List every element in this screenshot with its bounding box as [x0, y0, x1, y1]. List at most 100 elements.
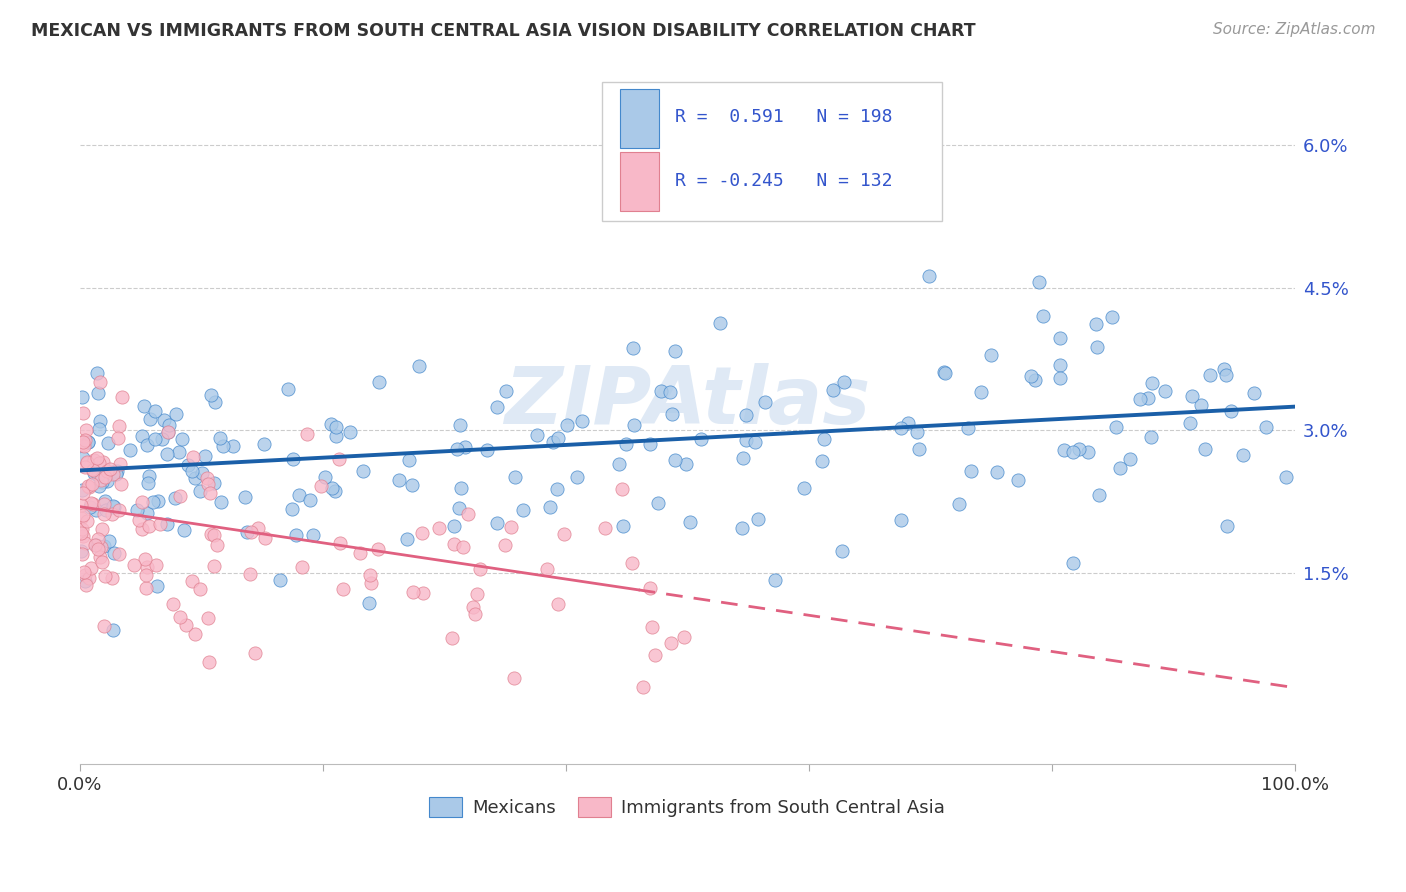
Point: [69, 543, 91, 558]
Point: [284, 527, 307, 541]
Point: [72, 451, 94, 466]
Point: [162, 598, 184, 612]
Point: [536, 562, 558, 576]
Point: [1105, 419, 1128, 434]
Point: [80, 561, 103, 575]
Point: [143, 432, 166, 446]
Point: [302, 528, 325, 542]
Point: [98, 534, 121, 549]
Point: [173, 524, 195, 538]
Point: [495, 384, 517, 399]
Point: [1062, 556, 1084, 570]
Point: [494, 538, 516, 552]
Point: [90, 540, 112, 554]
Point: [449, 417, 471, 432]
Point: [91, 555, 114, 569]
Point: [76, 454, 98, 468]
Point: [77, 480, 100, 494]
Point: [932, 365, 955, 379]
Point: [73, 536, 96, 550]
Point: [690, 433, 713, 447]
Point: [446, 442, 468, 456]
Point: [959, 464, 981, 478]
Text: ZIPAtlas: ZIPAtlas: [505, 363, 870, 442]
Point: [82, 477, 104, 491]
Point: [93, 470, 115, 484]
Point: [72, 508, 94, 523]
Point: [156, 517, 179, 532]
Point: [101, 500, 124, 514]
Point: [443, 537, 465, 551]
Text: R = -0.245   N = 132: R = -0.245 N = 132: [675, 172, 893, 190]
Point: [1024, 374, 1046, 388]
Point: [188, 484, 211, 499]
Point: [86, 502, 108, 516]
Point: [427, 520, 450, 534]
Point: [181, 450, 204, 465]
Point: [408, 359, 430, 373]
Point: [621, 556, 644, 570]
Point: [744, 434, 766, 449]
Point: [108, 547, 131, 561]
Point: [360, 575, 382, 590]
Point: [89, 413, 111, 427]
Point: [763, 574, 786, 588]
Point: [1215, 368, 1237, 382]
Point: [1085, 317, 1108, 331]
Point: [131, 494, 153, 508]
Point: [138, 469, 160, 483]
Point: [202, 476, 225, 491]
Point: [709, 316, 731, 330]
Point: [73, 433, 96, 447]
Point: [101, 571, 124, 585]
Point: [107, 431, 129, 445]
Point: [194, 449, 217, 463]
Point: [197, 476, 219, 491]
Point: [647, 496, 669, 510]
Point: [70, 522, 93, 536]
Point: [101, 466, 124, 480]
Point: [83, 466, 105, 480]
Point: [1199, 368, 1222, 383]
Point: [233, 490, 256, 504]
Point: [1088, 488, 1111, 502]
Point: [821, 383, 844, 397]
Point: [82, 463, 104, 477]
Point: [470, 562, 492, 576]
Point: [139, 412, 162, 426]
Point: [89, 456, 111, 470]
Point: [503, 470, 526, 484]
Point: [329, 536, 352, 550]
Point: [1028, 275, 1050, 289]
Point: [165, 491, 187, 505]
Point: [128, 513, 150, 527]
Point: [501, 520, 523, 534]
Point: [152, 412, 174, 426]
Point: [319, 417, 342, 431]
Point: [103, 546, 125, 560]
Point: [91, 455, 114, 469]
Point: [325, 420, 347, 434]
Legend: Mexicans, Immigrants from South Central Asia: Mexicans, Immigrants from South Central …: [422, 790, 952, 824]
Point: [357, 596, 380, 610]
Point: [980, 348, 1002, 362]
Point: [948, 497, 970, 511]
Point: [477, 442, 499, 457]
Point: [623, 341, 645, 355]
Point: [547, 597, 569, 611]
Point: [555, 418, 578, 433]
Point: [136, 476, 159, 491]
Point: [82, 497, 104, 511]
Point: [84, 538, 107, 552]
Point: [1153, 384, 1175, 398]
Point: [664, 344, 686, 359]
Point: [1254, 419, 1277, 434]
Point: [135, 582, 157, 596]
Point: [352, 464, 374, 478]
Point: [526, 427, 548, 442]
Bar: [620, 152, 659, 211]
Point: [401, 477, 423, 491]
Point: [80, 496, 103, 510]
Point: [72, 483, 94, 497]
Point: [398, 453, 420, 467]
